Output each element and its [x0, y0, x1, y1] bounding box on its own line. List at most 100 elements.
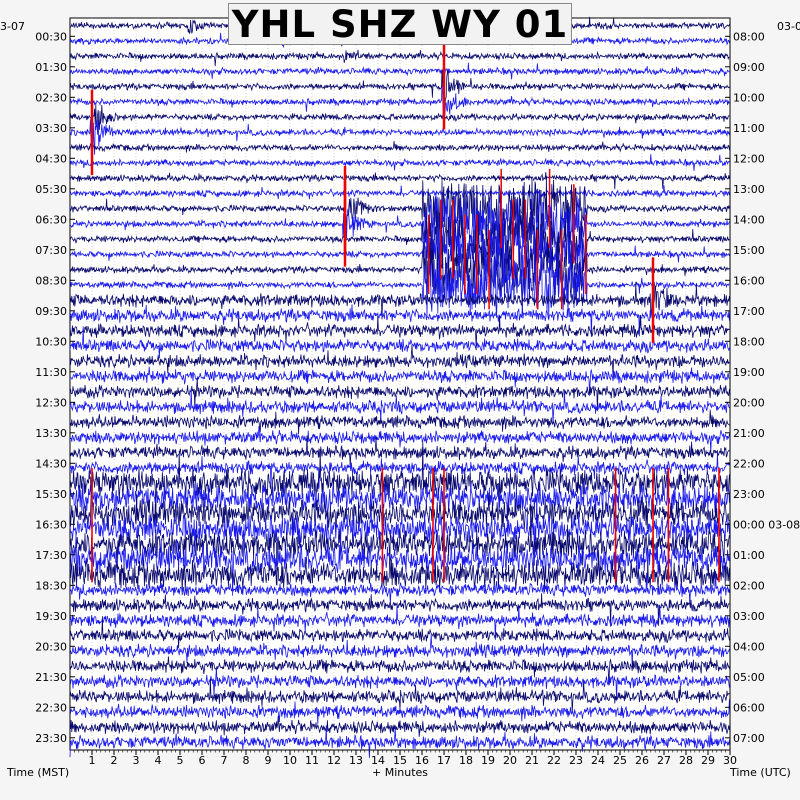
left-time-label: 09:30	[35, 305, 67, 318]
right-time-label: 08:00	[733, 30, 765, 43]
seismic-trace	[69, 175, 730, 242]
x-tick-label: 8	[243, 754, 250, 767]
left-time-label: 00:30	[35, 30, 67, 43]
x-tick-label: 29	[701, 754, 715, 767]
left-time-label: 22:30	[35, 701, 67, 714]
seismic-trace	[69, 171, 730, 190]
seismic-trace	[69, 251, 730, 319]
x-tick-label: 14	[371, 754, 385, 767]
x-tick-label: 20	[503, 754, 517, 767]
x-tick-label: 15	[393, 754, 407, 767]
left-axis-label: Time (MST)	[7, 766, 70, 779]
seismic-trace	[69, 104, 730, 131]
left-date-text: 3-07	[0, 20, 25, 33]
seismic-trace	[69, 222, 730, 287]
left-time-label: 13:30	[35, 427, 67, 440]
right-time-label: 16:00	[733, 274, 765, 287]
seismic-trace	[69, 377, 730, 411]
x-tick-label: 22	[547, 754, 561, 767]
left-time-label: 01:30	[35, 61, 67, 74]
x-tick-label: 27	[657, 754, 671, 767]
left-time-label: 08:30	[35, 274, 67, 287]
x-tick-label: 11	[305, 754, 319, 767]
x-axis-label: + Minutes	[372, 766, 429, 779]
seismic-trace	[69, 409, 730, 435]
seismic-trace	[69, 141, 730, 153]
right-time-label: 05:00	[733, 671, 765, 684]
right-time-label: 01:00	[733, 549, 765, 562]
x-tick-label: 2	[111, 754, 118, 767]
right-date-text: 03-08	[777, 20, 800, 33]
x-tick-label: 18	[459, 754, 473, 767]
right-time-label: 19:00	[733, 366, 765, 379]
seismic-trace	[69, 189, 730, 254]
right-time-label: 03:00	[733, 610, 765, 623]
left-time-label: 10:30	[35, 335, 67, 348]
x-tick-label: 26	[635, 754, 649, 767]
x-tick-label: 1	[89, 754, 96, 767]
seismic-trace	[69, 678, 730, 714]
right-time-label: 02:00	[733, 579, 765, 592]
right-axis-label: Time (UTC)	[730, 766, 791, 779]
left-time-label: 15:30	[35, 488, 67, 501]
seismic-trace	[69, 66, 730, 104]
left-time-label: 16:30	[35, 518, 67, 531]
seismic-trace	[69, 478, 730, 548]
seismic-trace	[69, 725, 730, 758]
left-time-label: 05:30	[35, 183, 67, 196]
right-time-label: 06:00	[733, 701, 765, 714]
left-time-label: 03:30	[35, 122, 67, 135]
seismic-trace	[69, 656, 730, 686]
x-tick-label: 30	[723, 754, 737, 767]
left-time-label: 14:30	[35, 457, 67, 470]
chart-title: YHL SHZ WY 01	[228, 3, 572, 46]
seismic-trace	[69, 154, 730, 171]
x-tick-label: 17	[437, 754, 451, 767]
seismic-trace	[69, 504, 730, 586]
right-time-label: 12:00	[733, 152, 765, 165]
left-time-label: 02:30	[35, 91, 67, 104]
right-time-label: 00:00 03-08	[733, 518, 800, 531]
seismic-trace	[69, 699, 730, 724]
seismic-trace	[69, 475, 730, 525]
left-time-label: 21:30	[35, 671, 67, 684]
x-tick-label: 4	[155, 754, 162, 767]
x-tick-label: 7	[221, 754, 228, 767]
seismic-trace	[69, 499, 730, 571]
seismic-trace	[69, 616, 730, 649]
x-tick-label: 12	[327, 754, 341, 767]
seismic-trace	[69, 435, 730, 469]
seismic-trace	[69, 634, 730, 667]
seismic-trace	[69, 344, 730, 377]
left-time-label: 23:30	[35, 732, 67, 745]
seismic-trace	[69, 84, 730, 119]
seismic-trace	[69, 49, 730, 67]
left-time-label: 18:30	[35, 579, 67, 592]
x-tick-label: 9	[265, 754, 272, 767]
seismic-trace	[69, 207, 730, 274]
x-tick-label: 25	[613, 754, 627, 767]
x-tick-label: 16	[415, 754, 429, 767]
seismic-trace	[69, 314, 730, 351]
left-time-label: 11:30	[35, 366, 67, 379]
right-time-label: 13:00	[733, 183, 765, 196]
x-tick-label: 6	[199, 754, 206, 767]
seismic-trace	[69, 326, 730, 359]
left-time-label: 20:30	[35, 640, 67, 653]
x-tick-label: 5	[177, 754, 184, 767]
seismic-trace	[69, 547, 730, 596]
right-time-label: 15:00	[733, 244, 765, 257]
seismic-trace	[69, 604, 730, 640]
x-tick-label: 28	[679, 754, 693, 767]
seismic-trace	[69, 572, 730, 606]
left-time-label: 17:30	[35, 549, 67, 562]
x-tick-label: 13	[349, 754, 363, 767]
x-tick-label: 23	[569, 754, 583, 767]
right-time-label: 18:00	[733, 335, 765, 348]
seismic-trace	[69, 715, 730, 737]
right-time-label: 09:00	[733, 61, 765, 74]
x-tick-label: 19	[481, 754, 495, 767]
right-time-label: 23:00	[733, 488, 765, 501]
seismic-trace	[69, 185, 730, 204]
